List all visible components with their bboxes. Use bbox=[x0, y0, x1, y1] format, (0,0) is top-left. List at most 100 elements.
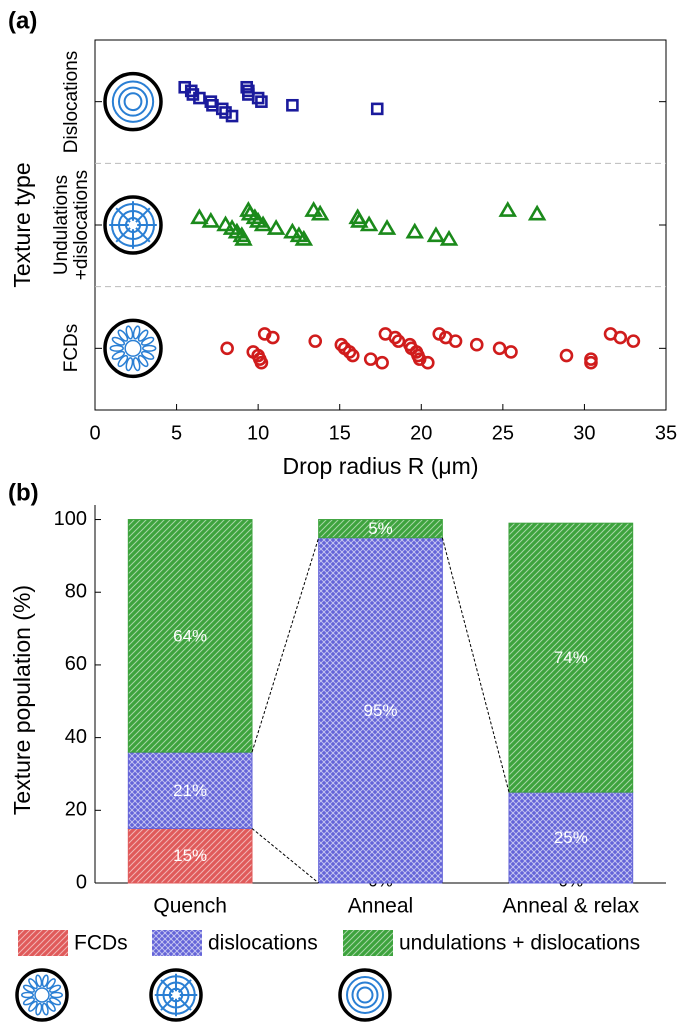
icon-ellipse bbox=[140, 350, 155, 360]
y-tick-label: 100 bbox=[54, 508, 87, 530]
icon-ellipse bbox=[21, 991, 34, 999]
x-tick-label: 10 bbox=[247, 422, 269, 444]
point bbox=[498, 201, 518, 217]
y-tick-label: 60 bbox=[65, 653, 87, 675]
icon-ellipse bbox=[137, 354, 149, 368]
point bbox=[283, 222, 302, 239]
point bbox=[186, 88, 200, 101]
icon-line bbox=[118, 86, 148, 117]
bar-segment bbox=[318, 519, 443, 539]
point bbox=[254, 355, 269, 370]
icon-ellipse bbox=[22, 997, 35, 1006]
bar-segment bbox=[127, 519, 253, 753]
point bbox=[193, 91, 206, 105]
icon-ellipse bbox=[28, 1000, 38, 1012]
icon-ellipse bbox=[49, 997, 62, 1006]
bar-segment bbox=[508, 791, 634, 884]
point bbox=[251, 91, 265, 105]
icon-line bbox=[346, 976, 384, 1014]
point bbox=[613, 330, 628, 345]
point bbox=[310, 204, 330, 221]
icon-line bbox=[115, 207, 131, 223]
icon-ellipse bbox=[125, 357, 134, 372]
category-label: Undulations +dislocations bbox=[51, 169, 92, 281]
point bbox=[234, 229, 253, 246]
point bbox=[391, 334, 406, 348]
value-label: 25% bbox=[554, 828, 588, 847]
icon-ellipse bbox=[50, 991, 63, 999]
bar-segment bbox=[508, 522, 634, 793]
icon-line bbox=[123, 92, 143, 112]
value-label: 15% bbox=[173, 846, 207, 865]
point bbox=[439, 229, 459, 246]
category-label: FCDs bbox=[61, 324, 83, 373]
icon-ellipse bbox=[22, 984, 35, 993]
plot-frame bbox=[94, 39, 667, 411]
icon-ellipse bbox=[132, 325, 141, 340]
legend-swatch bbox=[152, 930, 202, 956]
icon-ellipse bbox=[117, 329, 129, 342]
bar-segment bbox=[127, 751, 253, 829]
icon-ellipse bbox=[35, 974, 43, 988]
y-tick-label: 0 bbox=[76, 871, 87, 893]
legend-swatch bbox=[18, 930, 68, 956]
point bbox=[375, 355, 389, 370]
point bbox=[527, 204, 547, 221]
icon-ellipse bbox=[46, 978, 56, 990]
icon-line bbox=[160, 979, 175, 994]
value-label: 74% bbox=[554, 648, 588, 667]
x-tick-label: 0 bbox=[89, 422, 100, 444]
point bbox=[178, 80, 192, 94]
point bbox=[345, 348, 360, 363]
point bbox=[405, 222, 425, 239]
point bbox=[216, 215, 235, 232]
y-axis-title: Texture type bbox=[8, 162, 35, 288]
point bbox=[294, 229, 314, 246]
icon-ellipse bbox=[28, 978, 38, 990]
icon-line bbox=[34, 987, 50, 1003]
point bbox=[304, 201, 323, 217]
point bbox=[308, 334, 323, 348]
icon-line bbox=[356, 986, 374, 1004]
legend-swatch bbox=[343, 930, 393, 956]
icon-line bbox=[135, 227, 151, 243]
point bbox=[240, 80, 254, 94]
icon-line bbox=[124, 339, 142, 357]
chart-title: (a) bbox=[8, 7, 37, 34]
point bbox=[421, 355, 435, 370]
value-label: 95% bbox=[363, 701, 397, 720]
point bbox=[469, 337, 484, 352]
bar-segment bbox=[318, 537, 443, 884]
icon-ellipse bbox=[41, 1002, 49, 1016]
legend-label: dislocations bbox=[208, 932, 318, 955]
point bbox=[359, 215, 379, 232]
legend-label: FCDs bbox=[74, 932, 128, 955]
point bbox=[225, 109, 239, 123]
x-tick-label: Quench bbox=[153, 895, 227, 918]
point bbox=[220, 341, 234, 356]
icon-ellipse bbox=[117, 354, 129, 368]
point bbox=[190, 208, 209, 225]
connector bbox=[441, 537, 510, 793]
legend-label: undulations + dislocations bbox=[399, 932, 640, 955]
point bbox=[584, 355, 598, 370]
x-tick-label: Anneal bbox=[348, 895, 413, 918]
y-tick-label: 80 bbox=[65, 581, 87, 603]
y-axis-title: Texture population (%) bbox=[8, 584, 35, 816]
value-label: 21% bbox=[173, 781, 207, 800]
x-axis-title: Drop radius R (μm) bbox=[282, 453, 478, 479]
icon-ellipse bbox=[125, 325, 134, 340]
x-tick-label: 25 bbox=[492, 422, 514, 444]
y-tick-label: 20 bbox=[65, 799, 87, 821]
icon-ellipse bbox=[142, 344, 157, 352]
x-tick-label: 30 bbox=[573, 422, 595, 444]
point bbox=[215, 102, 229, 116]
icon-ellipse bbox=[137, 329, 149, 342]
value-label: 64% bbox=[173, 626, 207, 645]
point bbox=[626, 334, 641, 348]
icon-ring bbox=[103, 318, 163, 379]
icon-line bbox=[135, 207, 151, 223]
point bbox=[377, 219, 397, 235]
point bbox=[184, 84, 198, 98]
